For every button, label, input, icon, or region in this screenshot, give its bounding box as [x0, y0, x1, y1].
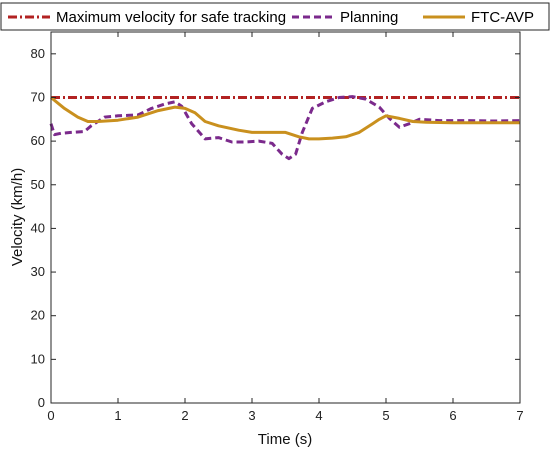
x-tick-label: 6: [449, 408, 456, 423]
x-tick-label: 5: [382, 408, 389, 423]
legend-label-ftc-avp: FTC-AVP: [471, 9, 534, 26]
legend-label-max-velocity: Maximum velocity for safe tracking: [56, 9, 286, 26]
x-tick-label: 1: [114, 408, 121, 423]
y-tick-label: 20: [31, 308, 45, 323]
x-tick-label: 3: [248, 408, 255, 423]
x-tick-label: 4: [315, 408, 322, 423]
plot-frame: [50, 31, 521, 404]
y-tick-label: 10: [31, 351, 45, 366]
series-line-ftc-avp: [50, 96, 520, 141]
y-tick-label: 40: [31, 220, 45, 235]
legend-label-planning: Planning: [340, 9, 398, 26]
y-tick-label: 30: [31, 264, 45, 279]
x-tick-label: 7: [516, 408, 523, 423]
x-tick-label: 2: [181, 408, 188, 423]
plot-lines: [49, 95, 521, 161]
y-axis-label: Velocity (km/h): [9, 168, 26, 266]
legend: Maximum velocity for safe tracking Plann…: [0, 2, 550, 31]
y-tick-label: 60: [31, 133, 45, 148]
x-tick-label: 0: [47, 408, 54, 423]
x-axis-label: Time (s): [258, 431, 312, 448]
y-tick-label: 70: [31, 89, 45, 104]
y-tick-label: 0: [38, 395, 45, 410]
y-tick-label: 50: [31, 177, 45, 192]
y-tick-label: 80: [31, 46, 45, 61]
